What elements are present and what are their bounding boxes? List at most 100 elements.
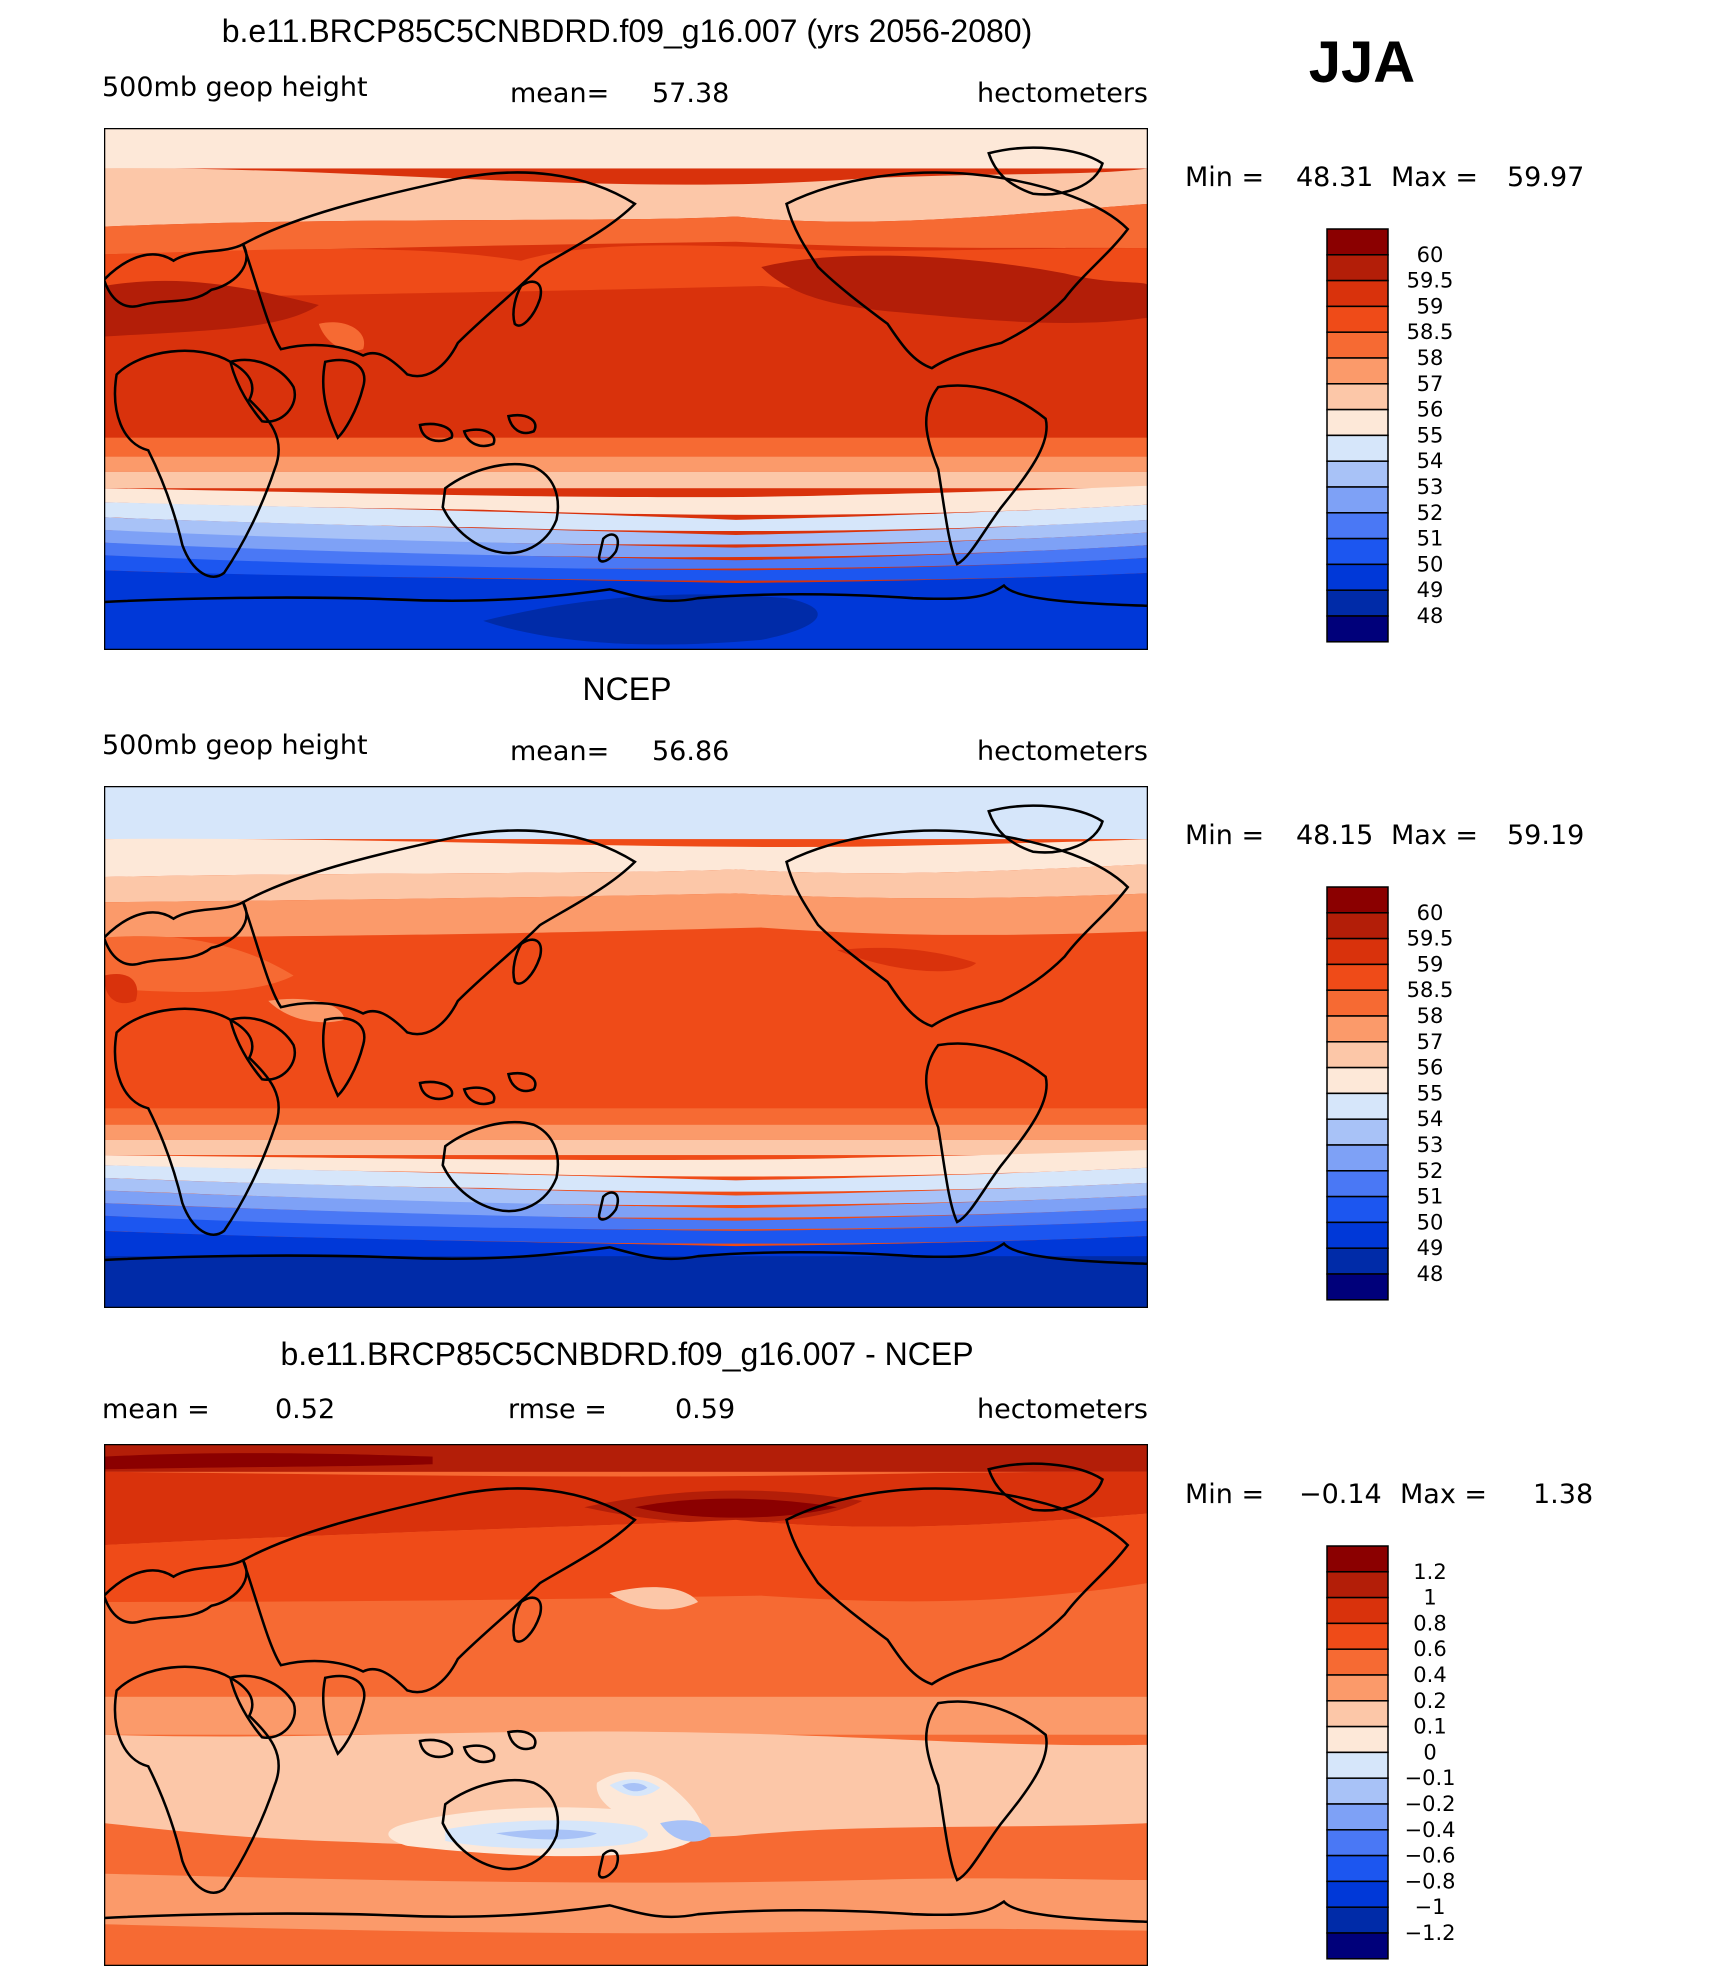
colorbar-tick-label: 57 [1417, 372, 1444, 396]
colorbar-swatch [1326, 1170, 1389, 1198]
panel-ncep: NCEP 500mb geop height mean= 56.86 hecto… [102, 671, 1584, 1308]
colorbar-tick-label: 60 [1417, 901, 1444, 925]
colorbar-tick-label: 58.5 [1407, 978, 1454, 1002]
colorbar-swatch [1326, 1829, 1389, 1857]
colorbar-swatch [1326, 1906, 1389, 1934]
min-value: 48.31 [1296, 162, 1373, 193]
variable-label: 500mb geop height [102, 730, 368, 761]
map-plot [104, 786, 1148, 1308]
colorbar-swatch [1326, 1803, 1389, 1831]
min-label: Min = [1185, 820, 1264, 851]
units-label: hectometers [977, 1394, 1148, 1425]
min-label: Min = [1185, 162, 1264, 193]
units-label: hectometers [977, 78, 1148, 109]
colorbar-tick-label: 57 [1417, 1030, 1444, 1054]
colorbar-tick-label: −0.8 [1405, 1869, 1456, 1893]
colorbar-tick-label: 58 [1417, 1004, 1444, 1028]
colorbar-tick-label: 59.5 [1407, 269, 1454, 293]
colorbar-swatch [1326, 254, 1389, 282]
colorbar-swatch [1326, 1195, 1389, 1224]
colorbar-tick-label: −0.4 [1405, 1818, 1456, 1842]
colorbar-tick-label: 0.1 [1413, 1715, 1446, 1739]
colorbar-swatch [1326, 1041, 1389, 1069]
colorbar-tick-label: 52 [1417, 1159, 1444, 1183]
colorbar-tick-label: −0.1 [1405, 1766, 1456, 1790]
panel-title: NCEP [583, 671, 672, 707]
colorbar-swatch [1326, 1144, 1389, 1172]
mean-label: mean= [510, 78, 609, 109]
colorbar-tick-label: 58.5 [1407, 320, 1454, 344]
rmse-value: 0.59 [675, 1394, 735, 1425]
colorbar-tick-label: 56 [1417, 398, 1444, 422]
colorbar-swatch [1326, 1674, 1389, 1702]
colorbar-tick-label: 54 [1417, 449, 1444, 473]
colorbar-swatch [1326, 1932, 1389, 1960]
panel-difference: b.e11.BRCP85C5CNBDRD.f09_g16.007 - NCEP … [102, 1336, 1593, 1966]
max-label: Max = [1400, 1479, 1487, 1510]
min-value: 48.15 [1296, 820, 1373, 851]
max-label: Max = [1391, 162, 1478, 193]
colorbar-swatch [1326, 1777, 1389, 1805]
colorbar-tick-label: 59 [1417, 952, 1444, 976]
colorbar-swatch [1326, 383, 1389, 411]
variable-label: 500mb geop height [102, 72, 368, 103]
colorbar-tick-label: 48 [1417, 604, 1444, 628]
colorbar-swatch [1326, 228, 1389, 256]
colorbar-swatch [1326, 912, 1389, 940]
colorbar-swatch [1326, 460, 1389, 488]
colorbar-tick-label: 50 [1417, 1210, 1444, 1234]
colorbar-swatch [1326, 1221, 1389, 1249]
colorbar-tick-label: 53 [1417, 475, 1444, 499]
colorbar-swatch [1326, 886, 1389, 914]
colorbar-tick-label: 50 [1417, 552, 1444, 576]
colorbar-tick-label: 49 [1417, 1236, 1444, 1260]
colorbar-tick-label: 48 [1417, 1262, 1444, 1286]
max-value: 1.38 [1533, 1479, 1593, 1510]
season-label: JJA [1309, 30, 1415, 95]
colorbar-tick-label: 56 [1417, 1056, 1444, 1080]
colorbar-swatch [1326, 357, 1389, 385]
colorbar-swatch [1326, 615, 1389, 643]
colorbar-swatch [1326, 1725, 1389, 1754]
colorbar-swatch [1326, 1118, 1389, 1146]
colorbar-tick-label: 52 [1417, 501, 1444, 525]
colorbar-swatch [1326, 305, 1389, 333]
colorbar-swatch [1326, 1751, 1389, 1779]
colorbar-tick-label: 0.4 [1413, 1663, 1446, 1687]
colorbar-tick-label: 1 [1423, 1586, 1436, 1610]
colorbar-swatch [1326, 279, 1389, 308]
colorbar-swatch [1326, 563, 1389, 591]
colorbar-tick-label: 53 [1417, 1133, 1444, 1157]
panel-title: b.e11.BRCP85C5CNBDRD.f09_g16.007 (yrs 20… [222, 13, 1033, 49]
min-value: −0.14 [1299, 1479, 1382, 1510]
max-value: 59.97 [1507, 162, 1584, 193]
colorbar-swatch [1326, 1571, 1389, 1599]
colorbar-swatch [1326, 408, 1389, 437]
colorbar-tick-label: 51 [1417, 527, 1444, 551]
min-label: Min = [1185, 1479, 1264, 1510]
colorbar-tick-label: 0.2 [1413, 1689, 1446, 1713]
colorbar-swatch [1326, 331, 1389, 359]
colorbar: 1.210.80.60.40.20.10−0.1−0.2−0.4−0.6−0.8… [1326, 1545, 1456, 1960]
units-label: hectometers [977, 736, 1148, 767]
colorbar-tick-label: 0 [1423, 1740, 1436, 1764]
mean-value: 57.38 [652, 78, 729, 109]
colorbar-swatch [1326, 1273, 1389, 1301]
colorbar-tick-label: 0.6 [1413, 1637, 1446, 1661]
colorbar-swatch [1326, 1015, 1389, 1043]
colorbar-swatch [1326, 1066, 1389, 1095]
colorbar-tick-label: 55 [1417, 423, 1444, 447]
mean-label: mean = [102, 1394, 210, 1425]
rmse-label: rmse = [508, 1394, 607, 1425]
colorbar-tick-label: −1 [1415, 1895, 1446, 1919]
colorbar-swatch [1326, 486, 1389, 514]
panel-title: b.e11.BRCP85C5CNBDRD.f09_g16.007 - NCEP [280, 1336, 973, 1372]
colorbar-swatch [1326, 1880, 1389, 1908]
colorbar-swatch [1326, 434, 1389, 462]
colorbar-tick-label: 51 [1417, 1185, 1444, 1209]
colorbar-swatch [1326, 1092, 1389, 1120]
panel-model: b.e11.BRCP85C5CNBDRD.f09_g16.007 (yrs 20… [102, 13, 1584, 650]
max-value: 59.19 [1507, 820, 1584, 851]
